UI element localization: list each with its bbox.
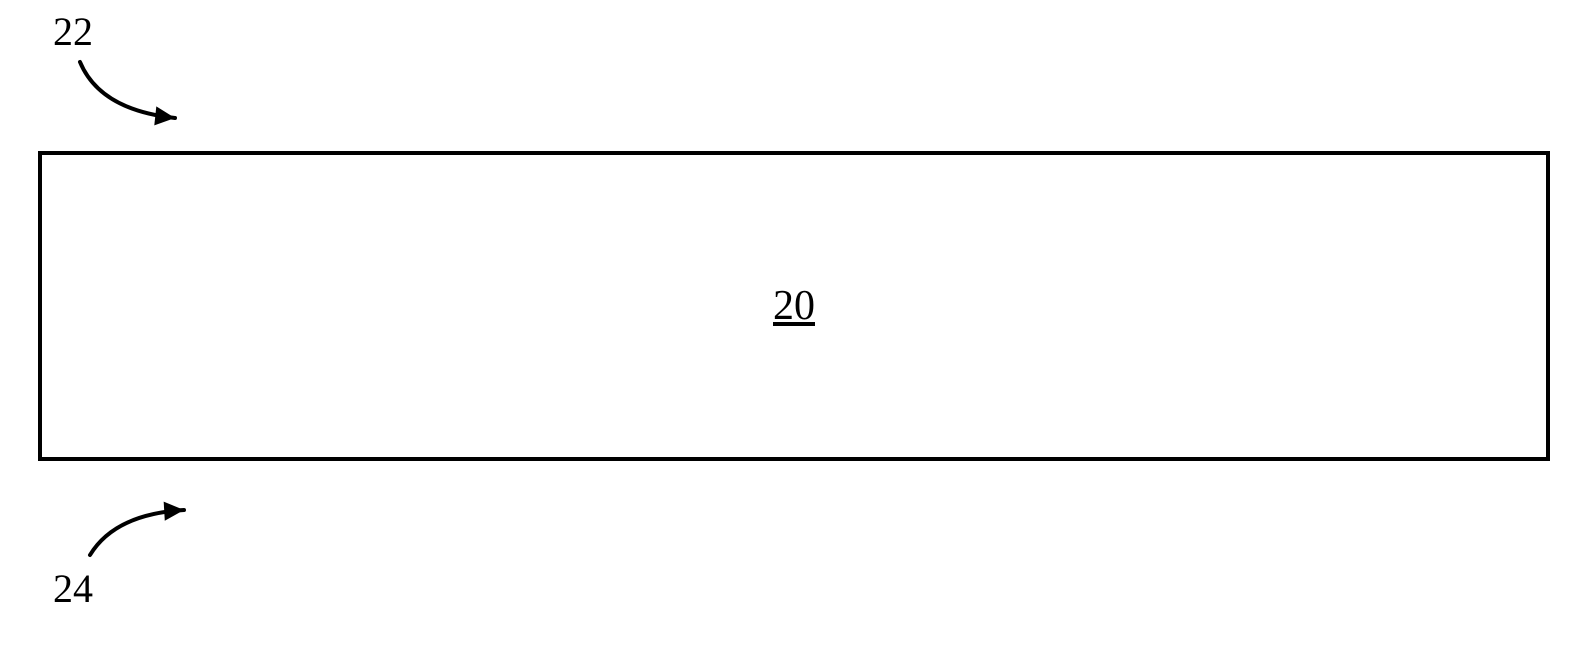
arrow-bottom-icon	[0, 0, 1583, 651]
